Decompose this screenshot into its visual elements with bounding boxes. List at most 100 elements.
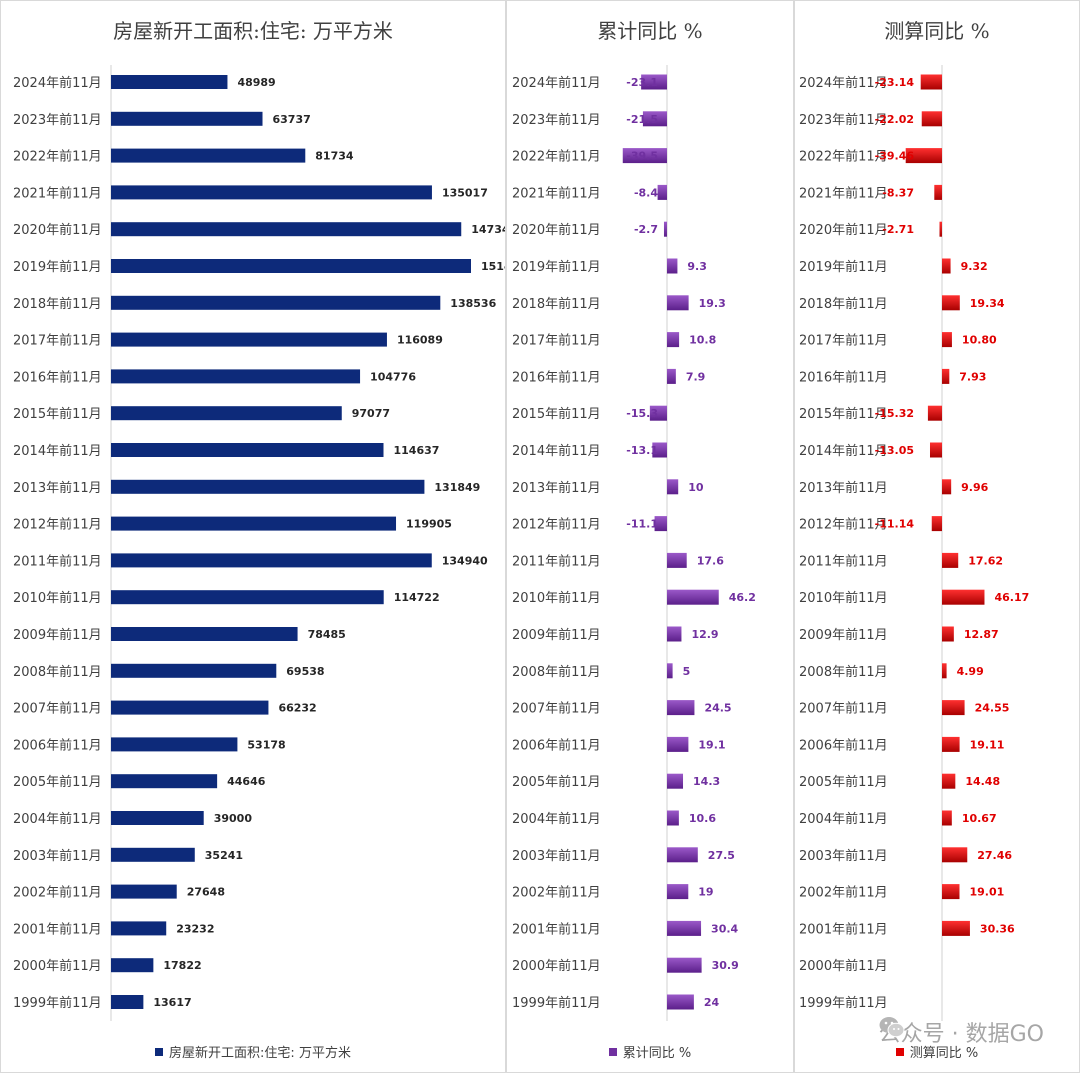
bar — [111, 847, 195, 862]
bar — [111, 406, 342, 421]
category-label: 2000年前11月 — [13, 958, 102, 974]
data-label: 39000 — [214, 812, 253, 825]
data-label: 69538 — [286, 665, 324, 678]
data-label: 81734 — [315, 150, 354, 163]
bar — [942, 589, 985, 605]
bar — [942, 295, 960, 311]
data-label: -15.32 — [875, 407, 914, 420]
data-label: 30.4 — [711, 922, 738, 935]
bar — [929, 442, 942, 458]
bar — [942, 552, 959, 568]
data-label: 19.1 — [698, 738, 725, 751]
bar-chart-cumulative-yoy: 2024年前11月 -23.1 2023年前11月 -21.5 2022年前11月 -39… — [512, 65, 756, 1021]
category-label: 2013年前11月 — [512, 480, 601, 496]
data-label: 147344 — [471, 223, 506, 236]
bar — [641, 74, 667, 90]
bar-chart-estimated-yoy: 2024年前11月-23.142023年前11月-22.022022年前11月-… — [799, 65, 1029, 1021]
category-label: 2023年前11月 — [799, 112, 888, 128]
bar — [111, 332, 387, 347]
data-label: 104776 — [370, 370, 416, 383]
category-label: 2011年前11月 — [13, 553, 102, 569]
category-label: 2010年前11月 — [13, 590, 102, 606]
data-label: 24 — [704, 996, 720, 1009]
data-label: 19 — [698, 886, 713, 899]
category-label: 2009年前11月 — [512, 627, 601, 643]
data-label: 10.67 — [962, 812, 997, 825]
bar — [652, 442, 667, 458]
category-label: 2015年前11月 — [799, 406, 888, 422]
bar — [111, 958, 154, 973]
data-label: 53178 — [247, 738, 285, 751]
data-label: 9.96 — [961, 481, 988, 494]
data-label: 7.9 — [686, 370, 706, 383]
bar — [649, 405, 667, 421]
bar — [111, 590, 384, 605]
bar — [667, 773, 684, 789]
bar — [942, 700, 965, 716]
data-label: 135017 — [442, 186, 488, 199]
category-label: 2020年前11月 — [512, 222, 601, 238]
data-label: 19.11 — [970, 738, 1005, 751]
data-label: 17.62 — [968, 554, 1003, 567]
chart-panel-estimated-yoy: 测算同比 % 2024年前11月 -23.14 2023年前11月 -22.02 202… — [794, 0, 1080, 1073]
data-label: -21.5 — [626, 113, 658, 126]
data-label: 48989 — [237, 76, 275, 89]
bar — [667, 332, 680, 348]
category-label: 2022年前11月 — [512, 149, 601, 165]
bar — [111, 443, 384, 457]
data-label: 30.9 — [712, 959, 739, 972]
legend-swatch — [608, 1048, 617, 1056]
category-label: 2006年前11月 — [13, 737, 102, 753]
category-label: 2007年前11月 — [13, 701, 102, 717]
bar — [905, 148, 942, 164]
data-label: 24.5 — [704, 702, 731, 715]
bar — [667, 810, 679, 826]
category-label: 2008年前11月 — [799, 664, 888, 680]
category-label: 2003年前11月 — [799, 848, 888, 864]
bar — [111, 774, 218, 789]
category-label: 2021年前11月 — [512, 185, 601, 201]
data-label: 10.6 — [689, 812, 716, 825]
category-label: 2009年前11月 — [799, 627, 888, 643]
bar — [111, 295, 441, 310]
bar — [667, 626, 682, 642]
bar — [111, 884, 177, 899]
bar — [942, 847, 968, 863]
data-label: -11.1 — [626, 518, 658, 531]
bar — [942, 479, 952, 495]
bar-chart-new-starts: 2024年前11月 48989 2023年前11月 63737 2022年前11月 817… — [13, 65, 506, 1021]
data-label: 27.46 — [977, 849, 1012, 862]
category-label: 2013年前11月 — [799, 480, 888, 496]
data-label: 19.34 — [970, 297, 1005, 310]
bar — [920, 74, 942, 90]
category-label: 2011年前11月 — [799, 553, 888, 569]
category-label: 2019年前11月 — [512, 259, 601, 275]
data-label: 97077 — [352, 407, 390, 420]
legend-label: 房屋新开工面积:住宅: 万平方米 — [169, 1046, 351, 1061]
data-label: 138536 — [450, 297, 496, 310]
legend: 房屋新开工面积:住宅: 万平方米 — [1, 1042, 505, 1061]
category-label: 2014年前11月 — [13, 443, 102, 459]
bar — [111, 222, 462, 237]
category-label: 2017年前11月 — [799, 333, 888, 349]
data-label: 24.55 — [975, 702, 1010, 715]
chart-panel-cumulative-yoy: 累计同比 % 2024年前11月 -23.1 2023年前11月 -21.5 2022年… — [506, 0, 794, 1073]
bar — [927, 405, 942, 421]
category-label: 2010年前11月 — [512, 590, 601, 606]
category-label: 2012年前11月 — [799, 517, 888, 533]
data-label: -2.71 — [882, 223, 914, 236]
data-label: 10 — [688, 481, 704, 494]
category-label: 2013年前11月 — [13, 480, 102, 496]
bar — [111, 811, 204, 825]
category-label: 2012年前11月 — [13, 517, 102, 533]
legend-swatch — [155, 1048, 164, 1056]
legend-swatch — [895, 1048, 904, 1056]
legend: 测算同比 % — [795, 1042, 1079, 1061]
category-label: 2010年前11月 — [799, 590, 888, 606]
bar — [111, 185, 432, 200]
bar — [667, 884, 689, 900]
category-label: 2024年前11月 — [799, 75, 888, 91]
data-label: 19.01 — [969, 886, 1004, 899]
category-label: 2024年前11月 — [512, 75, 601, 91]
data-label: 10.80 — [962, 334, 997, 347]
